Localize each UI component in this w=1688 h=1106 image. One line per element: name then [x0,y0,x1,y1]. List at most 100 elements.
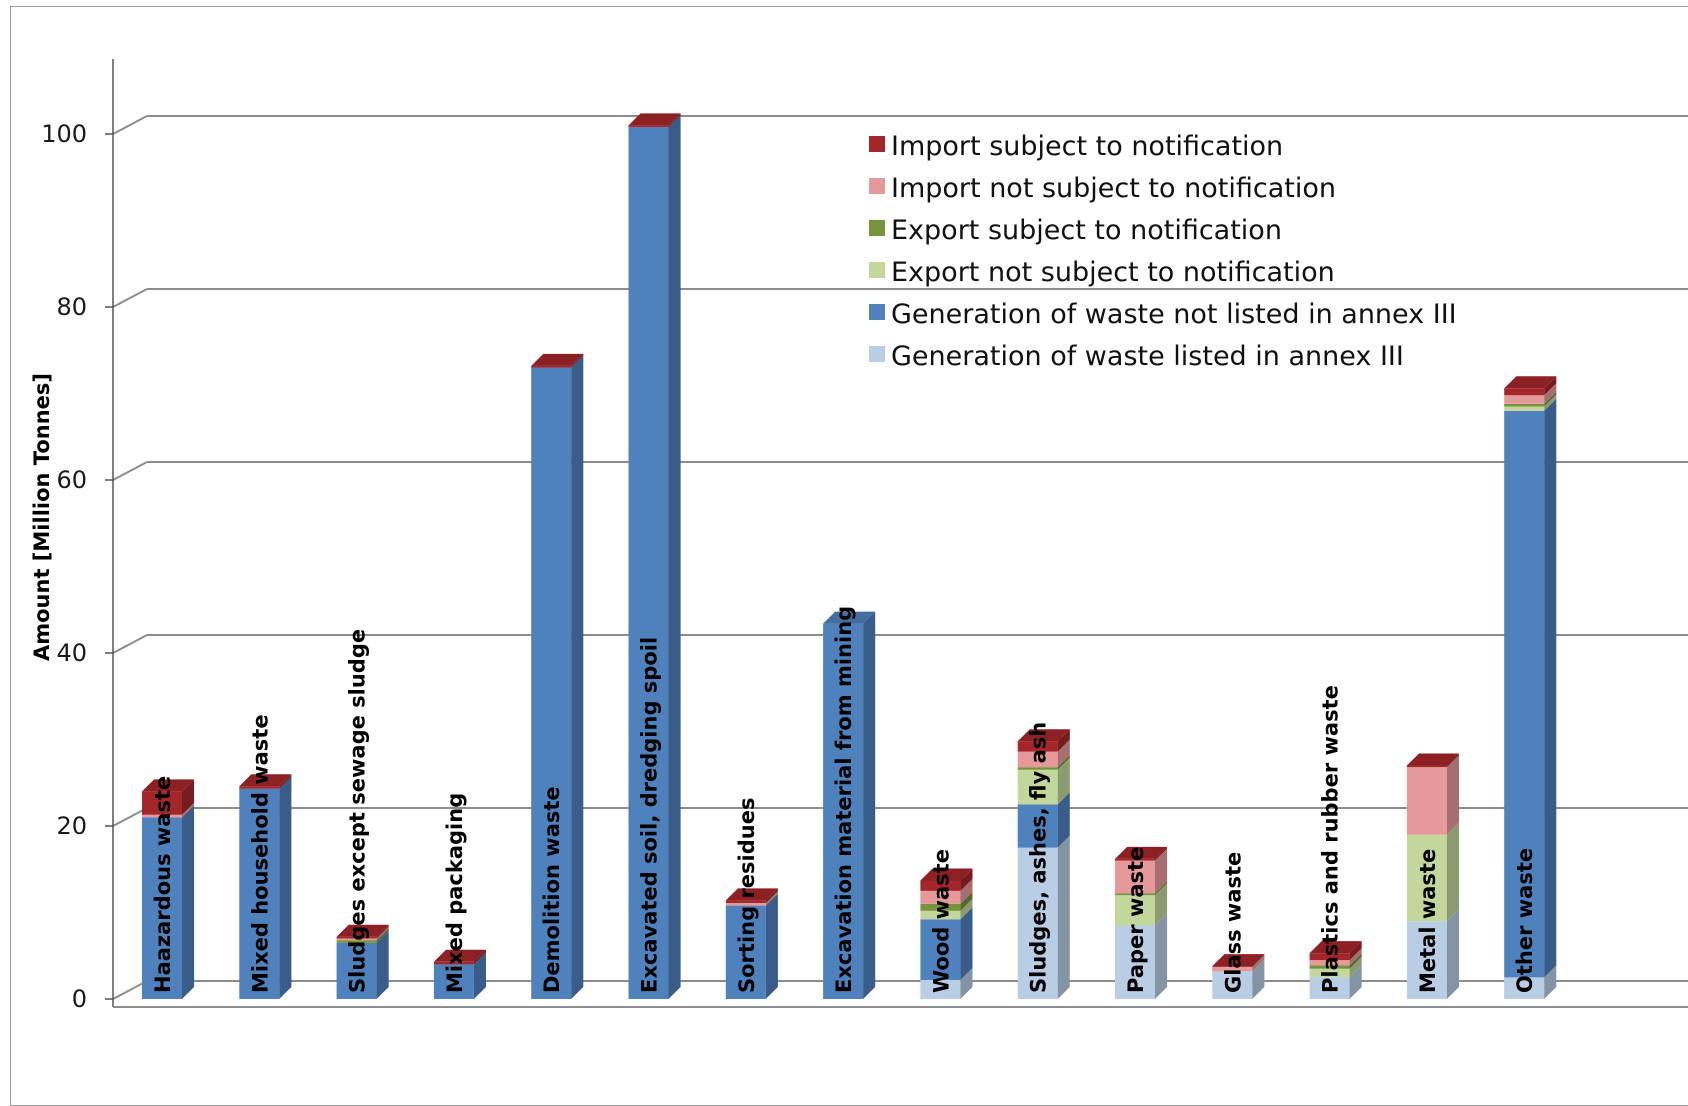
bar-side [1057,792,1070,848]
bar-front [1504,388,1545,396]
bar-stack [1115,846,1168,999]
bar-side [1544,376,1557,396]
bar-side [376,928,389,943]
bar-stack [920,868,973,999]
bar-side [1349,941,1362,961]
legend-swatch [869,136,885,152]
bar-top [1504,376,1557,389]
bar-side [863,611,876,999]
bar-front [1406,767,1447,835]
bar-front [1115,893,1155,896]
bar-front [1309,965,1350,969]
bar-top [1406,753,1459,766]
bar-stack [1504,376,1557,999]
bar-top [531,353,584,366]
bar-stack [336,924,389,999]
bar-front [823,623,864,999]
bar-side [1057,835,1070,999]
bar-front [336,936,377,939]
bar-side [1155,883,1168,926]
stacked-bar-chart: 0 20 40 60 80 100 Haazardous waste Mixed house… [30,59,1688,1013]
bar-stack [433,949,486,999]
bar-front [920,903,961,911]
bar-segment [239,774,292,789]
bar-side [1446,755,1459,835]
bar-side [765,893,778,999]
bar-front [1504,395,1545,404]
category-label: Excavation material from mining [832,606,856,993]
legend-swatch [869,220,885,236]
legend-item: Import subject to notification [869,131,1283,162]
bar-top [1115,846,1168,859]
bar-segment [628,115,681,999]
y-tick-label: 60 [56,466,87,494]
bar-front [1115,860,1155,894]
bar-side [1544,965,1557,999]
bar-segment [142,779,195,815]
bar-side [1155,881,1168,896]
bar-side [1544,383,1557,404]
category-label: Mixed packaging [443,793,467,993]
bar-side [765,888,778,903]
bar-segment [1115,913,1168,999]
legend: Import subject to notification Import not… [869,131,1457,372]
bars [142,113,1557,999]
bar-side [279,774,292,789]
bar-side [1446,822,1459,922]
bar-front [1017,751,1058,768]
bar-stack [239,774,292,999]
category-labels: Haazardous waste Mixed household waste Slu… [151,606,1537,993]
bar-segment [1309,941,1362,961]
bar-front [1017,847,1058,999]
gridline-diagonal [112,807,148,827]
category-label: Haazardous waste [151,776,175,993]
bar-side [182,802,195,818]
bar-stack [531,353,584,999]
bar-segment [920,878,973,904]
category-label: Glass waste [1221,852,1245,993]
bar-segment [1504,394,1557,411]
bar-front [531,365,572,368]
bar-side [1057,757,1070,805]
bar-front [1309,953,1350,961]
bar-front [1406,765,1447,768]
bar-top [336,924,389,937]
bar-segment [1212,959,1265,999]
bar-segment [336,924,389,939]
bar-stack [628,113,681,999]
bar-segment [1309,965,1362,999]
bar-segment [1504,965,1557,999]
bar-segment [1406,822,1459,922]
bar-side [1544,398,1557,978]
chart-frame: 0 20 40 60 80 100 Haazardous waste Mixed house… [10,6,1688,1106]
bar-segment [920,891,973,911]
category-label: Plastics and rubber waste [1319,685,1343,993]
bar-front [920,979,961,999]
bar-side [1544,394,1557,411]
legend-label: Export not subject to notification [891,257,1335,288]
gridline-diagonal [112,980,148,1000]
gridline-diagonal [112,461,148,481]
bar-side [376,924,389,939]
bar-segment [336,928,389,943]
legend-label: Import subject to notification [891,131,1283,162]
bar-side [1252,959,1265,999]
y-tick-label: 100 [41,120,87,148]
bar-segment [920,907,973,980]
bar-front [1017,769,1058,805]
bar-front [920,910,961,920]
y-tick-label: 0 [72,985,87,1013]
category-label: Wood waste [929,849,953,993]
bar-side [668,115,681,999]
bar-front [1406,921,1447,999]
bar-side [376,926,389,941]
bar-side [1446,909,1459,999]
bar-segment [1017,755,1070,770]
bar-side [571,355,584,999]
bar-side [960,891,973,911]
y-axis-title: Amount [Million Tonnes] [30,373,54,661]
bar-top [1212,954,1265,967]
bar-side [182,779,195,815]
legend-item: Generation of waste not listed in annex … [869,299,1457,330]
bar-segment [628,113,681,128]
